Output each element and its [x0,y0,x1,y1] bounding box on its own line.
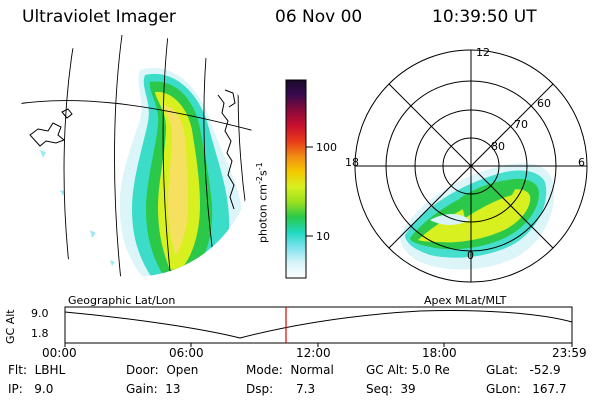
glon-field: GLon: 167.7 [486,382,567,396]
time-tick-2: 12:00 [296,346,331,360]
altitude-curve [64,309,573,339]
mlat-label-70: 70 [514,118,528,131]
colorbar-tick-100: 100 [316,141,337,154]
time-label: 10:39:50 UT [432,7,537,27]
filter-field: Flt: LBHL [8,363,66,377]
mlt-label-6: 6 [578,156,585,169]
mlat-label-60: 60 [537,97,551,110]
polar-image [400,163,555,270]
time-tick-1: 06:00 [169,346,204,360]
colorbar-unit-label: photon cm-2s-1 [255,162,270,243]
app-title: Ultraviolet Imager [22,7,176,27]
time-tick-4: 23:59 [552,346,587,360]
seq-field: Seq: 39 [366,382,416,396]
glat-field: GLat: -52.9 [486,363,561,377]
altitude-tick-low: 1.8 [31,327,49,340]
mlt-label-18: 18 [345,156,359,169]
colorbar [286,80,306,278]
gc-alt-field: GC Alt: 5.0 Re [366,363,450,377]
ip-field: IP: 9.0 [8,382,54,396]
colorbar-tick-10: 10 [316,230,330,243]
door-field: Door: Open [126,363,199,377]
date-label: 06 Nov 00 [275,7,363,27]
altitude-tick-high: 9.0 [31,307,49,320]
geographic-caption: Geographic Lat/Lon [68,294,176,307]
apex-caption: Apex MLat/MLT [424,294,507,307]
dsp-field: Dsp: 7.3 [246,382,316,396]
geographic-image [10,33,254,277]
polar-grid [354,49,588,283]
mlat-label-80: 80 [491,140,505,153]
mode-field: Mode: Normal [246,363,334,377]
mlt-label-0: 0 [467,249,474,262]
gain-field: Gain: 13 [126,382,181,396]
altitude-axis-label: GC Alt [4,309,17,344]
altitude-plot-frame [64,306,573,344]
time-tick-0: 00:00 [42,346,77,360]
mlt-label-12: 12 [476,46,490,59]
time-tick-3: 18:00 [422,346,457,360]
